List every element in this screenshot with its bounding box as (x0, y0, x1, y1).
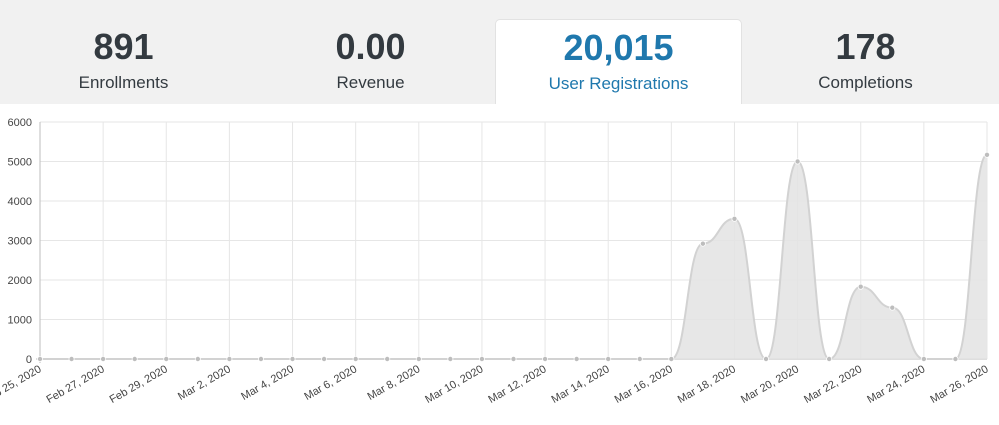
enrollments-label: Enrollments (78, 73, 169, 92)
data-point (699, 240, 706, 247)
data-point (605, 355, 612, 362)
data-point (636, 355, 643, 362)
data-point (952, 355, 959, 362)
data-point (321, 355, 328, 362)
data-point (542, 355, 549, 362)
data-point (920, 355, 927, 362)
y-tick-label: 2000 (8, 275, 32, 287)
stats-tab-bar: 891 Enrollments 0.00 Revenue 20,015 User… (0, 0, 999, 104)
x-tick-label: Feb 29, 2020 (108, 363, 170, 406)
data-point (889, 304, 896, 311)
x-tick-label: Mar 2, 2020 (176, 363, 233, 403)
y-tick-label: 0 (26, 354, 32, 366)
enrollments-value: 891 (93, 26, 154, 67)
data-point (384, 355, 391, 362)
tab-completions[interactable]: 178 Completions (742, 19, 989, 104)
data-point (826, 355, 833, 362)
x-tick-label: Mar 26, 2020 (928, 363, 990, 406)
data-point (163, 355, 170, 362)
tab-user-registrations[interactable]: 20,015 User Registrations (495, 19, 742, 104)
data-point (131, 355, 138, 362)
data-point (668, 355, 675, 362)
x-tick-label: Mar 24, 2020 (865, 363, 927, 406)
x-tick-label: Mar 8, 2020 (365, 363, 422, 403)
x-tick-label: Mar 4, 2020 (239, 363, 296, 403)
data-point (857, 283, 864, 290)
data-point (763, 355, 770, 362)
data-point (352, 355, 359, 362)
data-point (289, 355, 296, 362)
data-point (573, 355, 580, 362)
x-tick-label: Feb 25, 2020 (0, 363, 44, 406)
x-tick-label: Mar 10, 2020 (423, 363, 485, 406)
registrations-area (40, 154, 987, 359)
x-tick-label: Mar 16, 2020 (613, 363, 675, 406)
y-tick-label: 1000 (8, 315, 32, 327)
y-tick-label: 6000 (8, 117, 32, 129)
completions-value: 178 (835, 26, 896, 67)
data-point (731, 215, 738, 222)
user-registrations-label: User Registrations (548, 74, 689, 93)
registrations-chart-container: 0 1000 2000 3000 4000 5000 6000 Feb 25, 2020 Feb… (0, 104, 999, 420)
data-point (100, 355, 107, 362)
x-tick-label: Mar 14, 2020 (550, 363, 612, 406)
data-point (257, 355, 264, 362)
x-tick-label: Mar 20, 2020 (739, 363, 801, 406)
user-registrations-value: 20,015 (563, 27, 674, 68)
tab-enrollments[interactable]: 891 Enrollments (0, 19, 247, 104)
data-point (37, 355, 44, 362)
y-tick-label: 4000 (8, 196, 32, 208)
completions-label: Completions (818, 73, 913, 92)
data-point (415, 355, 422, 362)
data-point (794, 158, 801, 165)
y-tick-label: 5000 (8, 157, 32, 169)
x-tick-label: Mar 22, 2020 (802, 363, 864, 406)
x-tick-label: Mar 12, 2020 (486, 363, 548, 406)
y-tick-label: 3000 (8, 236, 32, 248)
data-point (984, 151, 991, 158)
data-point (226, 355, 233, 362)
data-point (478, 355, 485, 362)
x-tick-label: Mar 6, 2020 (302, 363, 359, 403)
x-tick-label: Mar 18, 2020 (676, 363, 738, 406)
tab-revenue[interactable]: 0.00 Revenue (247, 19, 494, 104)
x-tick-label: Feb 27, 2020 (44, 363, 106, 406)
revenue-label: Revenue (336, 73, 405, 92)
data-point (447, 355, 454, 362)
data-point (510, 355, 517, 362)
data-point (194, 355, 201, 362)
revenue-value: 0.00 (335, 26, 406, 67)
data-point (68, 355, 75, 362)
